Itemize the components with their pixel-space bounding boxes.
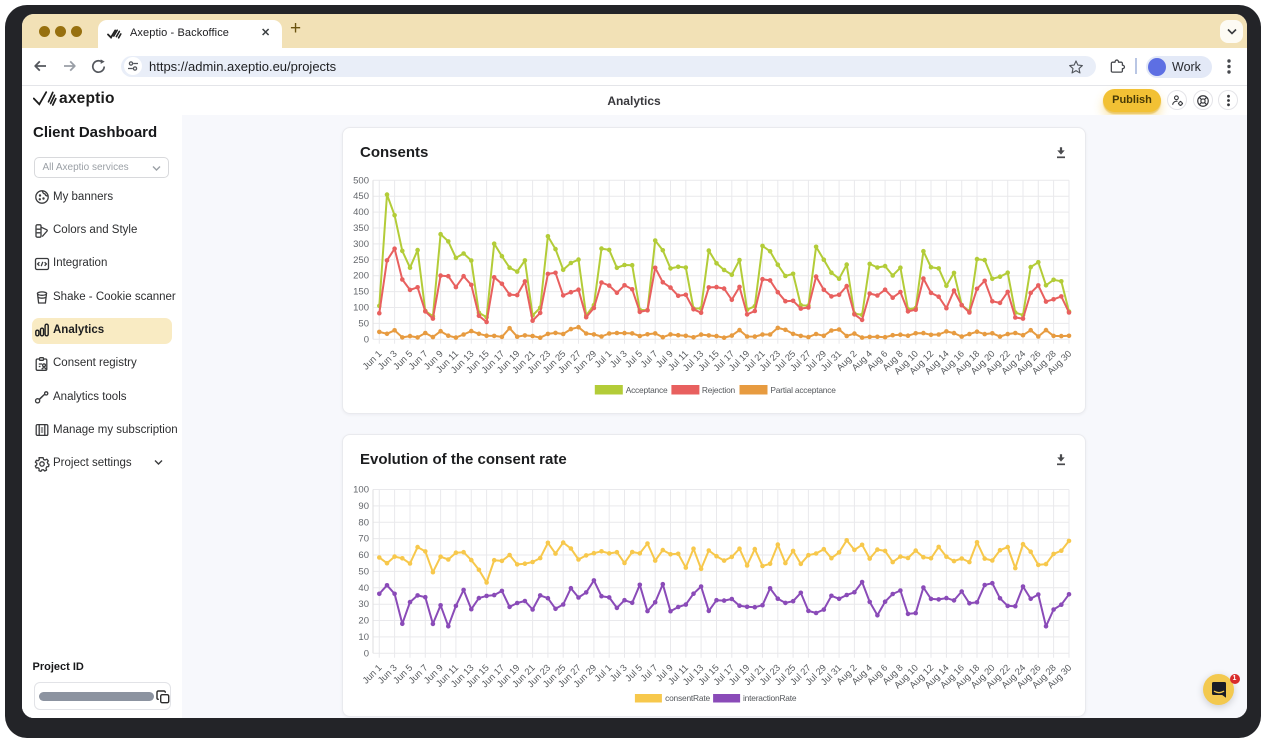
svg-text:400: 400 bbox=[353, 207, 369, 218]
svg-text:80: 80 bbox=[358, 517, 369, 528]
svg-text:Acceptance: Acceptance bbox=[626, 385, 668, 395]
svg-text:450: 450 bbox=[353, 191, 369, 202]
svg-text:300: 300 bbox=[353, 239, 369, 250]
svg-text:20: 20 bbox=[358, 616, 369, 627]
svg-text:50: 50 bbox=[358, 318, 369, 329]
svg-text:250: 250 bbox=[353, 255, 369, 266]
svg-text:150: 150 bbox=[353, 287, 369, 298]
svg-text:100: 100 bbox=[353, 485, 369, 496]
svg-text:500: 500 bbox=[353, 175, 369, 186]
svg-text:10: 10 bbox=[358, 632, 369, 643]
svg-text:Rejection: Rejection bbox=[702, 385, 736, 395]
svg-text:40: 40 bbox=[358, 583, 369, 594]
svg-text:100: 100 bbox=[353, 303, 369, 314]
svg-text:350: 350 bbox=[353, 223, 369, 234]
svg-text:consentRate: consentRate bbox=[665, 693, 710, 703]
svg-text:0: 0 bbox=[364, 648, 369, 659]
svg-text:60: 60 bbox=[358, 550, 369, 561]
svg-text:50: 50 bbox=[358, 566, 369, 577]
svg-text:200: 200 bbox=[353, 271, 369, 282]
svg-text:90: 90 bbox=[358, 501, 369, 512]
svg-text:Partial acceptance: Partial acceptance bbox=[770, 385, 836, 395]
svg-text:70: 70 bbox=[358, 534, 369, 545]
svg-text:30: 30 bbox=[358, 599, 369, 610]
svg-text:0: 0 bbox=[364, 334, 369, 345]
svg-text:interactionRate: interactionRate bbox=[743, 693, 797, 703]
